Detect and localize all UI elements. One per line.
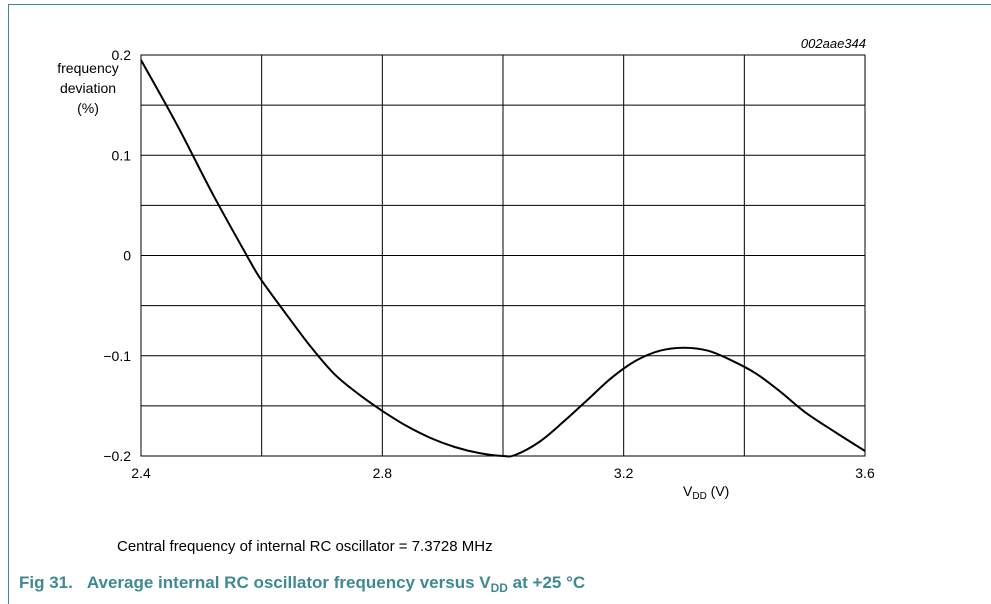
caption-number: Fig 31. — [19, 573, 73, 592]
x-axis-label: VDD (V) — [683, 483, 729, 502]
grid — [140, 54, 866, 457]
figure-caption: Fig 31. Average internal RC oscillator fr… — [19, 573, 585, 595]
series-line — [140, 59, 866, 458]
x-tick-label: 2.4 — [131, 465, 151, 481]
y-axis-label-line: (%) — [77, 100, 99, 116]
x-tick-label: 3.6 — [855, 465, 875, 481]
x-tick-label: 3.2 — [614, 465, 634, 481]
caption-title: Average internal RC oscillator frequency… — [86, 573, 586, 595]
figure-note: Central frequency of internal RC oscilla… — [117, 538, 493, 555]
frame-top-border — [8, 4, 991, 5]
x-axis-label-unit: (V) — [706, 483, 730, 499]
y-tick-label: 0.1 — [112, 147, 132, 163]
y-axis-label-line: frequency — [57, 60, 119, 76]
caption-post: at +25 °C — [507, 573, 586, 592]
series-group — [140, 59, 866, 458]
frame-left-border — [8, 4, 9, 604]
caption-sub: DD — [490, 581, 508, 595]
x-axis-label-main: V — [683, 483, 693, 499]
y-axis-label-line: deviation — [59, 80, 117, 96]
y-tick-label: 0 — [123, 248, 131, 264]
tick-labels: 2.4 2.8 3.2 3.6 0.2 0.1 0 −0.1 −0.2 — [103, 47, 875, 481]
figure-id-code: 002aae344 — [800, 36, 866, 51]
x-tick-label: 2.8 — [373, 465, 393, 481]
caption-pre: Average internal RC oscillator frequency… — [86, 573, 491, 592]
y-axis-label: frequency deviation (%) — [40, 58, 136, 118]
y-tick-label: −0.1 — [103, 348, 131, 364]
y-tick-label: 0.2 — [112, 47, 132, 63]
x-axis-label-sub: DD — [692, 491, 707, 502]
y-tick-label: −0.2 — [103, 448, 131, 464]
